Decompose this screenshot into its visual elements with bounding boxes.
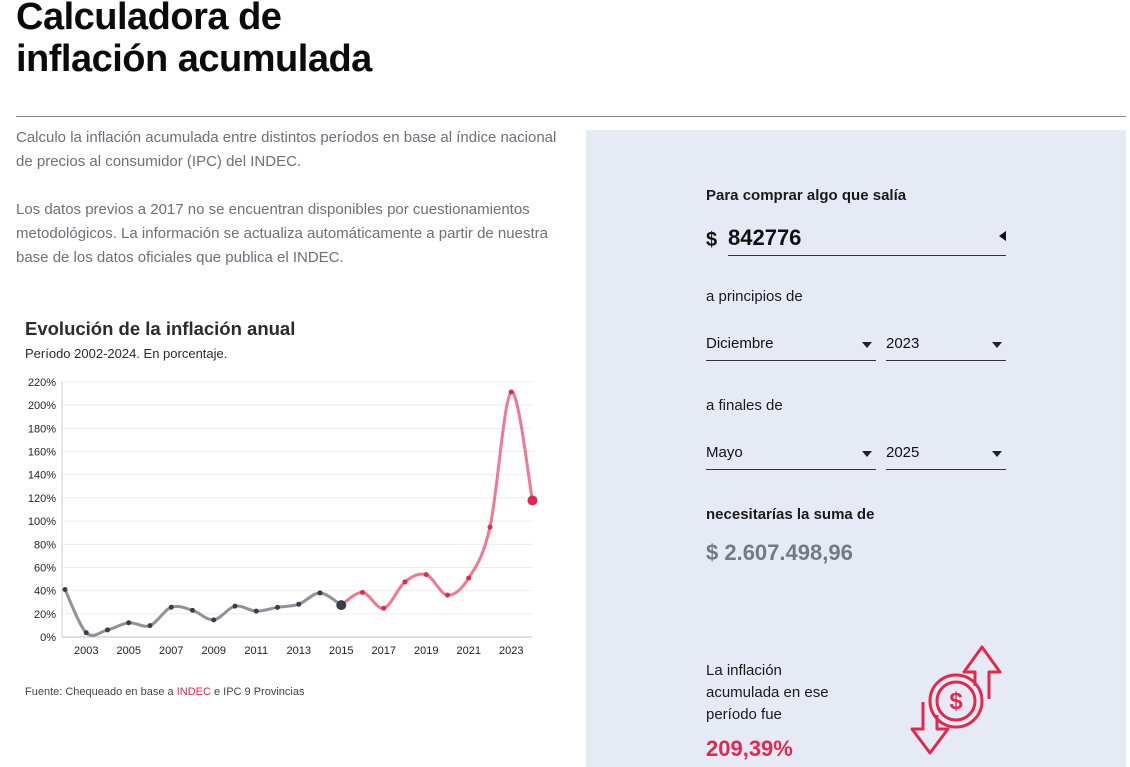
start-month-select[interactable]: Diciembre (706, 331, 876, 361)
title-line-2: inflación acumulada (16, 38, 372, 80)
source-suffix: e IPC 9 Provincias (210, 686, 305, 698)
x-tick-label: 2003 (74, 645, 98, 657)
data-point-2023 (508, 389, 514, 395)
y-tick-label: 0% (40, 632, 56, 644)
end-year-value: 2025 (886, 444, 920, 461)
y-tick-label: 100% (28, 516, 56, 528)
title-divider (16, 116, 1126, 117)
chevron-down-icon (992, 342, 1002, 348)
chevron-down-icon (862, 451, 872, 457)
data-point-2009 (211, 617, 217, 623)
data-point-2024 (527, 495, 538, 506)
data-point-2018 (402, 579, 408, 585)
currency-symbol: $ (706, 229, 718, 251)
svg-text:$: $ (949, 688, 963, 715)
buy-label: Para comprar algo que salía (706, 187, 907, 204)
source-prefix: Fuente: Chequeado en base a (25, 686, 177, 698)
y-tick-label: 180% (28, 423, 56, 435)
data-point-2004 (105, 627, 110, 633)
end-label: a finales de (706, 397, 783, 414)
data-point-2008 (190, 607, 195, 613)
accumulated-text: La inflación acumulada en ese período fu… (706, 662, 829, 723)
data-point-2019 (423, 572, 429, 578)
series-line-2015-2024 (339, 390, 534, 610)
data-point-2014 (317, 590, 323, 596)
x-tick-label: 2019 (414, 645, 438, 657)
y-tick-label: 20% (34, 609, 56, 621)
result-amount: $ 2.607.498,96 (706, 540, 853, 565)
x-tick-label: 2011 (244, 645, 268, 657)
data-point-2017 (381, 605, 387, 611)
data-point-2007 (168, 604, 174, 610)
end-year-select[interactable]: 2025 (886, 440, 1006, 470)
page-title: Calculadora de inflación acumulada (16, 0, 372, 80)
intro-paragraph-1: Calculo la inflación acumulada entre dis… (16, 129, 557, 170)
caret-left-icon (999, 231, 1006, 241)
y-tick-label: 40% (34, 586, 56, 598)
y-tick-label: 140% (28, 470, 56, 482)
x-tick-label: 2023 (499, 645, 523, 657)
data-point-2005 (126, 620, 132, 626)
data-point-2013 (296, 601, 302, 607)
x-tick-label: 2015 (329, 645, 353, 657)
x-tick-label: 2013 (287, 645, 311, 657)
accumulated-value: 209,39% (706, 736, 793, 761)
intro-paragraph-2: Los datos previos a 2017 no se encuentra… (16, 201, 548, 266)
amount-input[interactable]: 842776 (728, 222, 1006, 256)
title-line-1: Calculadora de (16, 0, 282, 38)
source-link-indec[interactable]: INDEC (176, 686, 211, 698)
chevron-down-icon (992, 451, 1002, 457)
data-point-2006 (147, 623, 153, 629)
data-point-2012 (275, 604, 280, 610)
data-point-2020 (445, 592, 450, 598)
x-tick-label: 2021 (457, 645, 481, 657)
data-point-2021 (466, 575, 472, 581)
chart-subtitle: Período 2002-2024. En porcentaje. (25, 346, 228, 361)
start-year-select[interactable]: 2023 (886, 331, 1006, 361)
y-tick-label: 60% (34, 562, 56, 574)
chevron-down-icon (862, 342, 872, 348)
chart-source: Fuente: Chequeado en base a INDEC e IPC … (25, 686, 304, 698)
data-point-2016 (360, 589, 365, 595)
data-point-2003 (83, 630, 89, 636)
end-month-value: Mayo (706, 444, 743, 461)
data-point-2011 (253, 608, 259, 614)
dollar-exchange-arrows-icon: $ (910, 645, 1002, 755)
y-tick-label: 120% (28, 493, 56, 505)
end-month-select[interactable]: Mayo (706, 440, 876, 470)
calculator-panel (586, 130, 1126, 767)
data-point-2010 (232, 603, 238, 609)
start-year-value: 2023 (886, 335, 920, 352)
chart-title: Evolución de la inflación anual (25, 318, 296, 339)
y-tick-label: 200% (28, 400, 56, 412)
data-point-2002 (62, 586, 68, 592)
data-point-2022 (487, 524, 493, 530)
y-tick-label: 220% (28, 377, 56, 389)
x-tick-label: 2017 (372, 645, 396, 657)
start-label: a principios de (706, 288, 803, 305)
intro-text: Calculo la inflación acumulada entre dis… (16, 126, 561, 294)
need-label: necesitarías la suma de (706, 506, 875, 523)
y-tick-label: 160% (28, 447, 56, 459)
amount-value: 842776 (728, 225, 802, 250)
inflation-line-chart[interactable]: 0% 20% 40% 60% 80% 100% 120% 140% 160% 180% 200% 22… (0, 370, 560, 670)
start-month-value: Diciembre (706, 335, 774, 352)
y-tick-label: 80% (34, 539, 56, 551)
x-tick-label: 2005 (117, 645, 141, 657)
x-tick-label: 2007 (159, 645, 183, 657)
data-point-2015 (336, 600, 347, 611)
x-tick-label: 2009 (202, 645, 226, 657)
